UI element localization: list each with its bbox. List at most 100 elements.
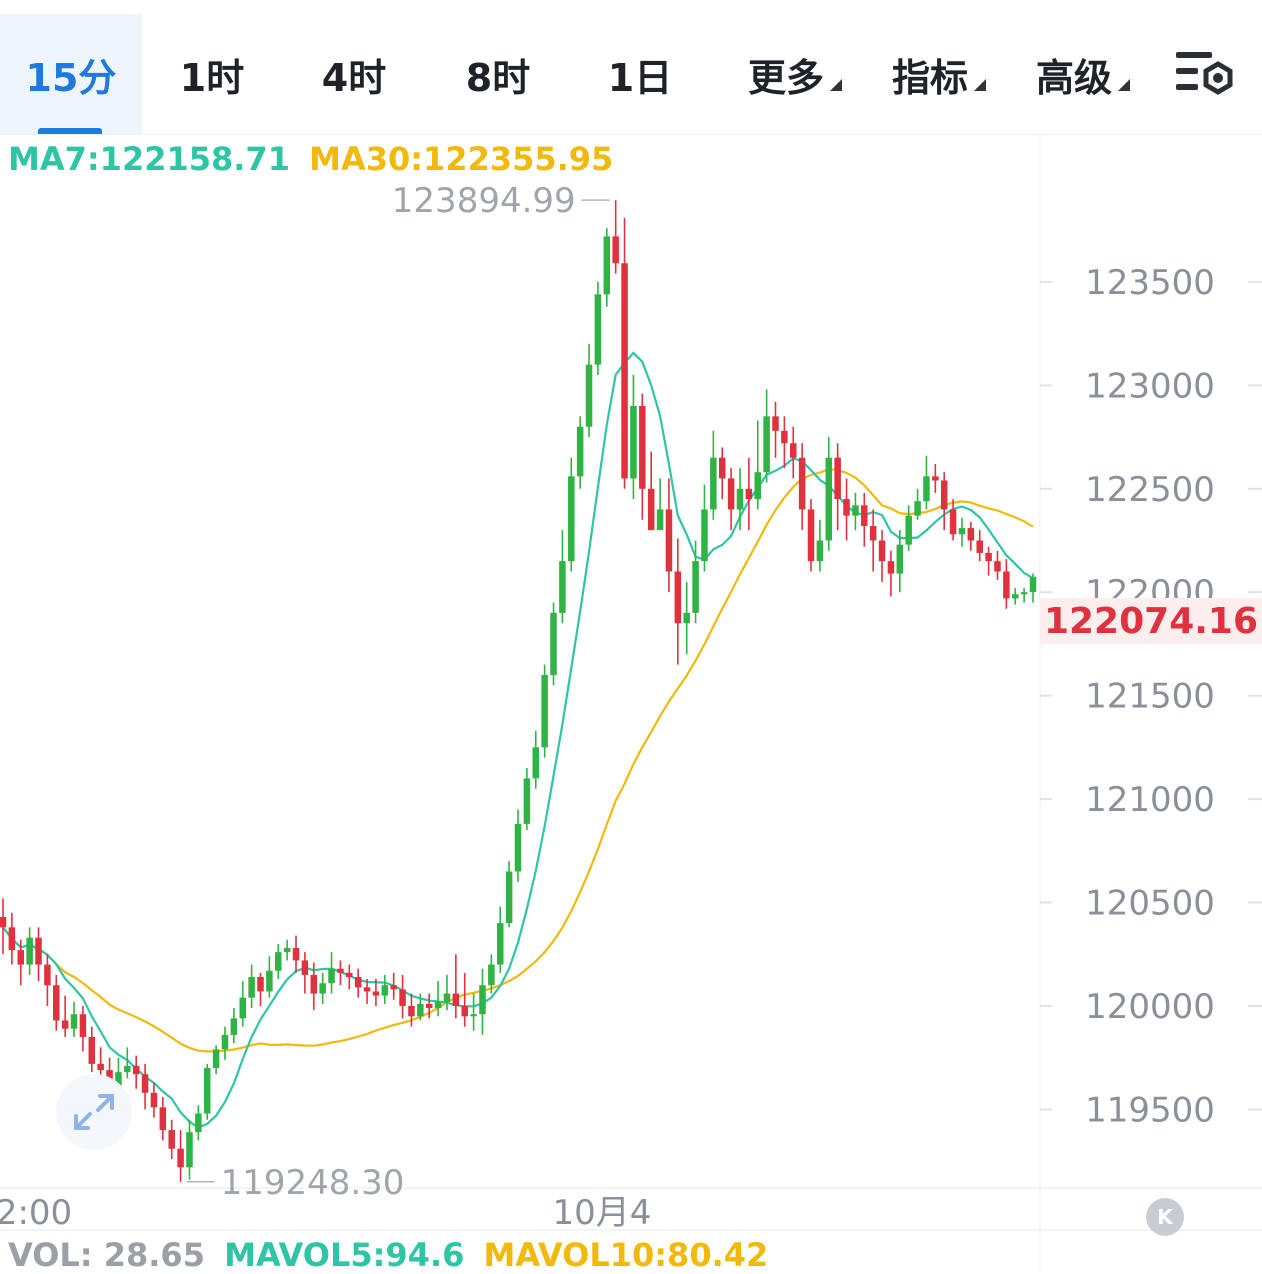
- candle: [390, 972, 397, 1000]
- candle: [949, 499, 957, 541]
- candle-body: [523, 778, 531, 824]
- candle: [541, 664, 548, 758]
- chart-settings-icon[interactable]: [1172, 48, 1236, 104]
- candle-body: [203, 1068, 211, 1114]
- candle-body: [559, 561, 566, 613]
- candle-body: [346, 972, 353, 977]
- candle: [532, 730, 540, 789]
- mavol10-value: MAVOL10:80.42: [483, 1236, 769, 1274]
- tab-label: 8时: [465, 55, 531, 100]
- candle: [674, 538, 682, 665]
- candle: [887, 550, 895, 597]
- x-tick-label: 10月4: [553, 1193, 652, 1233]
- candle-body: [976, 540, 983, 553]
- tab-8hour[interactable]: 8时: [428, 14, 568, 134]
- candle-body: [97, 1063, 104, 1071]
- tab-1day[interactable]: 1日: [570, 14, 710, 134]
- tab-4hour[interactable]: 4时: [284, 14, 424, 134]
- candle: [656, 478, 664, 531]
- candle-body: [283, 948, 291, 953]
- candle: [923, 455, 930, 510]
- tab-indicators-dropdown[interactable]: 指标: [874, 14, 1004, 134]
- candle: [967, 521, 975, 551]
- candle-body: [363, 987, 371, 992]
- tab-1hour[interactable]: 1时: [142, 14, 282, 134]
- y-tick-label: 122500: [1085, 470, 1215, 510]
- candle-body: [1029, 576, 1037, 593]
- candle: [53, 974, 60, 1031]
- tab-label: 1时: [179, 55, 245, 100]
- tab-advanced-dropdown[interactable]: 高级: [1018, 14, 1148, 134]
- candle: [994, 550, 1001, 580]
- candle-body: [372, 991, 380, 996]
- candle-body: [834, 457, 841, 500]
- candle: [61, 995, 69, 1037]
- candle-body: [798, 457, 806, 510]
- candle: [550, 602, 557, 686]
- candle-body: [896, 544, 904, 574]
- tab-more-dropdown[interactable]: 更多: [730, 14, 860, 134]
- candle-body: [53, 985, 60, 1021]
- candle: [585, 343, 593, 438]
- candle-body: [825, 457, 833, 541]
- candle: [603, 228, 611, 307]
- candle-body: [603, 236, 611, 295]
- candle: [141, 1063, 149, 1110]
- candle: [443, 974, 451, 1011]
- candle-body: [443, 993, 451, 1002]
- candle-body: [994, 561, 1001, 572]
- candle: [727, 468, 735, 531]
- candle-body: [967, 528, 975, 541]
- candle: [266, 956, 273, 998]
- candle: [230, 1008, 238, 1044]
- candle: [914, 488, 921, 520]
- scroll-to-latest-button[interactable]: K: [1146, 1198, 1184, 1236]
- candle: [932, 463, 939, 493]
- candle-body: [887, 561, 895, 574]
- ma-legend: MA7:122158.71 MA30:122355.95: [8, 140, 621, 178]
- ma30-value: MA30:122355.95: [309, 140, 614, 178]
- candle-body: [461, 1005, 468, 1017]
- candle: [381, 974, 389, 1004]
- candle: [26, 927, 33, 975]
- candle-body: [594, 294, 602, 365]
- candle-body: [310, 974, 318, 994]
- label-layer: 1235001230001225001220001215001210001205…: [0, 181, 1215, 1233]
- candle: [372, 979, 380, 1006]
- y-tick-label: 121000: [1085, 780, 1215, 820]
- candle: [940, 472, 948, 531]
- grid-layer: [0, 135, 1262, 1273]
- vol-value: VOL: 28.65: [8, 1236, 205, 1274]
- candle-body: [381, 985, 389, 996]
- timeframe-tabs: 15分 1时 4时 8时 1日 更多 指标 高级: [0, 0, 1262, 135]
- candle-body: [399, 989, 406, 1006]
- candle: [683, 581, 690, 655]
- dropdown-triangle-icon: [974, 79, 986, 91]
- x-tick-label: 2:00: [0, 1193, 72, 1233]
- candle: [203, 1063, 211, 1120]
- candle: [124, 1047, 131, 1079]
- volume-legend: VOL: 28.65 MAVOL5:94.6 MAVOL10:80.42: [8, 1236, 776, 1274]
- candle-body: [17, 950, 25, 965]
- candle: [159, 1096, 167, 1141]
- candle-body: [727, 478, 735, 510]
- candle-body: [692, 561, 699, 613]
- candle-body: [319, 983, 326, 994]
- tab-label: 15分: [25, 55, 117, 100]
- candle-body: [470, 1014, 477, 1017]
- candle-body: [8, 927, 16, 951]
- candle: [612, 200, 619, 274]
- candle-body: [1020, 592, 1028, 595]
- candle-body: [275, 952, 282, 971]
- candle-body: [186, 1132, 193, 1168]
- tab-15min[interactable]: 15分: [0, 14, 142, 134]
- expand-icon[interactable]: [56, 1074, 132, 1150]
- candle-body: [541, 674, 548, 748]
- candle: [186, 1119, 193, 1180]
- candle-body: [248, 976, 255, 998]
- candle-body: [923, 476, 930, 502]
- candle: [257, 972, 264, 1006]
- candle: [692, 540, 699, 624]
- candle-body: [425, 1003, 433, 1009]
